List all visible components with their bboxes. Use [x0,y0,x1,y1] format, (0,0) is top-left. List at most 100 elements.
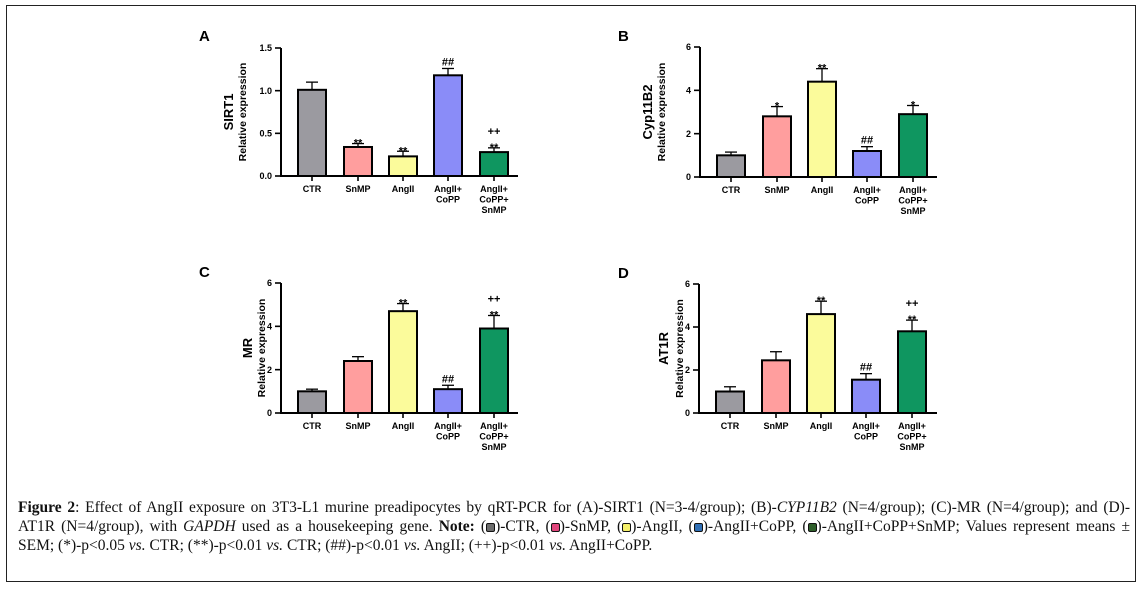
panel-c-bar [479,327,509,414]
panel-d-category-label: AngII+ [852,421,880,431]
legend-swatch-angii-icon [622,522,632,532]
panel-d-category-label: SnMP [763,421,788,431]
panel-b-category-label: AngII+ [899,185,927,195]
panel-c-significance-label: ** [490,310,499,322]
caption-text-4: Values represent means ± SEM; (*)-p<0.05 [18,517,1131,554]
panel-a-significance-label: ** [399,145,408,157]
panel-b-significance-label: ## [861,135,873,147]
panel-a-bar [388,155,418,178]
panel-c-category-label: SnMP [481,442,506,452]
panel-c-y-tick-label: 2 [267,365,272,375]
panel-b-y-tick-label: 0 [686,172,691,182]
panel-d-bar [897,330,927,414]
panel-d-bar [806,313,836,415]
panel-a-ylabel-gene: SIRT1 [221,94,236,131]
panel-a-y-tick-label: 1.5 [259,43,272,53]
panel-a-bar [479,151,509,178]
panel-a-y-tick-label: 0.5 [259,129,272,139]
panel-c-category-label: CoPP [436,432,460,442]
panel-a-y-tick-label: 0.0 [259,171,272,181]
panel-b-bar [716,154,746,178]
panel-b-bar [807,80,837,178]
panel-d-y-tick-label: 0 [685,408,690,418]
panel-d-category-label: CoPP+ [897,432,926,442]
panel-a-significance-label: ** [490,142,499,154]
caption-text-8: AngII+CoPP. [566,536,653,554]
caption-vs-4: vs. [549,536,567,554]
panel-b-category-label: CoPP+ [898,196,927,206]
panel-c-significance-label: ## [442,373,454,385]
panel-a-ylabel: Relative expression [237,63,249,162]
panel-a-significance-label: ++ [488,126,501,138]
panel-a-category-label: AngII+ [434,184,462,194]
figure-label: Figure 2 [18,499,76,516]
legend-swatch-angii-copp-icon [693,522,703,532]
panel-a-y-tick-label: 1.0 [259,86,272,96]
panel-c-y-tick-label: 0 [267,408,272,418]
caption-text-2: (N=4/group); (C)-MR (N=4/group); and (D)… [18,499,1130,535]
caption-text-5: CTR; (**)-p<0.01 [145,536,267,554]
panel-d-bar [715,390,745,414]
panel-c-bar [297,390,327,415]
panel-a-significance-label: ** [354,138,363,150]
figure-caption: Figure 2: Effect of AngII exposure on 3T… [18,499,1130,555]
panel-b-bar [852,150,882,178]
panel-a-bar [297,88,327,177]
panel-c-letter: C [199,264,210,281]
panel-b-y-tick-label: 6 [686,42,691,52]
panel-d-significance-label: ++ [906,298,919,310]
panel-c-category-label: AngII [392,421,415,431]
panel-c-category-label: SnMP [345,421,370,431]
panel-c-bar [433,388,463,414]
caption-text-6: CTR; (##)-p<0.01 [283,536,404,554]
panel-a-category-label: AngII+ [480,184,508,194]
panel-d-category-label: AngII [810,421,833,431]
panel-c-category-label: CoPP+ [479,432,508,442]
panel-b-y-tick-label: 2 [686,129,691,139]
panel-a-letter: A [199,28,210,45]
panel-c-significance-label: ** [399,298,408,310]
panel-b-significance-label: * [775,101,780,113]
panel-a-significance-label: ## [442,56,454,68]
panel-b-bar [762,115,792,179]
legend-item-ctr: ()-CTR, [480,517,546,535]
panel-c-ylabel-gene: MR [240,337,255,358]
panel-d-bar [761,359,791,415]
caption-note-label: Note: [438,517,475,535]
legend-item-snmp: ()-SnMP, [545,517,618,535]
panel-d-bar [851,378,881,414]
panel-a-category-label: CoPP+ [479,195,508,205]
figure-frame [6,5,1136,582]
legend-swatch-ctr-icon [486,522,496,532]
caption-text-1: : Effect of AngII exposure on 3T3-L1 mur… [75,499,777,516]
panel-b-category-label: CoPP [855,196,879,206]
panel-c-category-label: AngII+ [434,421,462,431]
legend-swatch-angii-copp-snmp-icon [807,522,817,532]
panel-b-significance-label: * [911,100,916,112]
panel-d-category-label: AngII+ [898,421,926,431]
caption-gene-gapdh: GAPDH [183,517,236,535]
panel-c-category-label: AngII+ [480,421,508,431]
panel-b-ylabel: Relative expression [656,63,668,162]
panel-d-category-label: CoPP [854,432,878,442]
legend-item-angii-copp: ()-AngII+CoPP, [688,517,803,535]
caption-text-3: used as a housekeeping gene. [235,517,439,535]
panel-a-category-label: CoPP [436,195,460,205]
panel-a-category-label: SnMP [481,205,506,215]
caption-vs-1: vs. [128,536,146,554]
caption-vs-3: vs. [403,536,421,554]
panel-b-ylabel-gene: Cyp11B2 [640,85,655,140]
panel-b-significance-label: ** [818,63,827,75]
panel-d-y-tick-label: 4 [685,322,690,332]
panel-b-y-tick-label: 4 [686,86,691,96]
legend-item-angii: ()-AngII, [617,517,689,535]
panel-a-category-label: CTR [303,184,322,194]
panel-d-ylabel-gene: AT1R [656,331,671,365]
panel-a-category-label: AngII [392,184,415,194]
panel-b-bar [898,113,928,178]
panel-c-y-tick-label: 4 [267,322,272,332]
panel-b-category-label: SnMP [900,206,925,216]
panel-a-bar [343,145,373,177]
panel-d-significance-label: ## [860,362,872,374]
